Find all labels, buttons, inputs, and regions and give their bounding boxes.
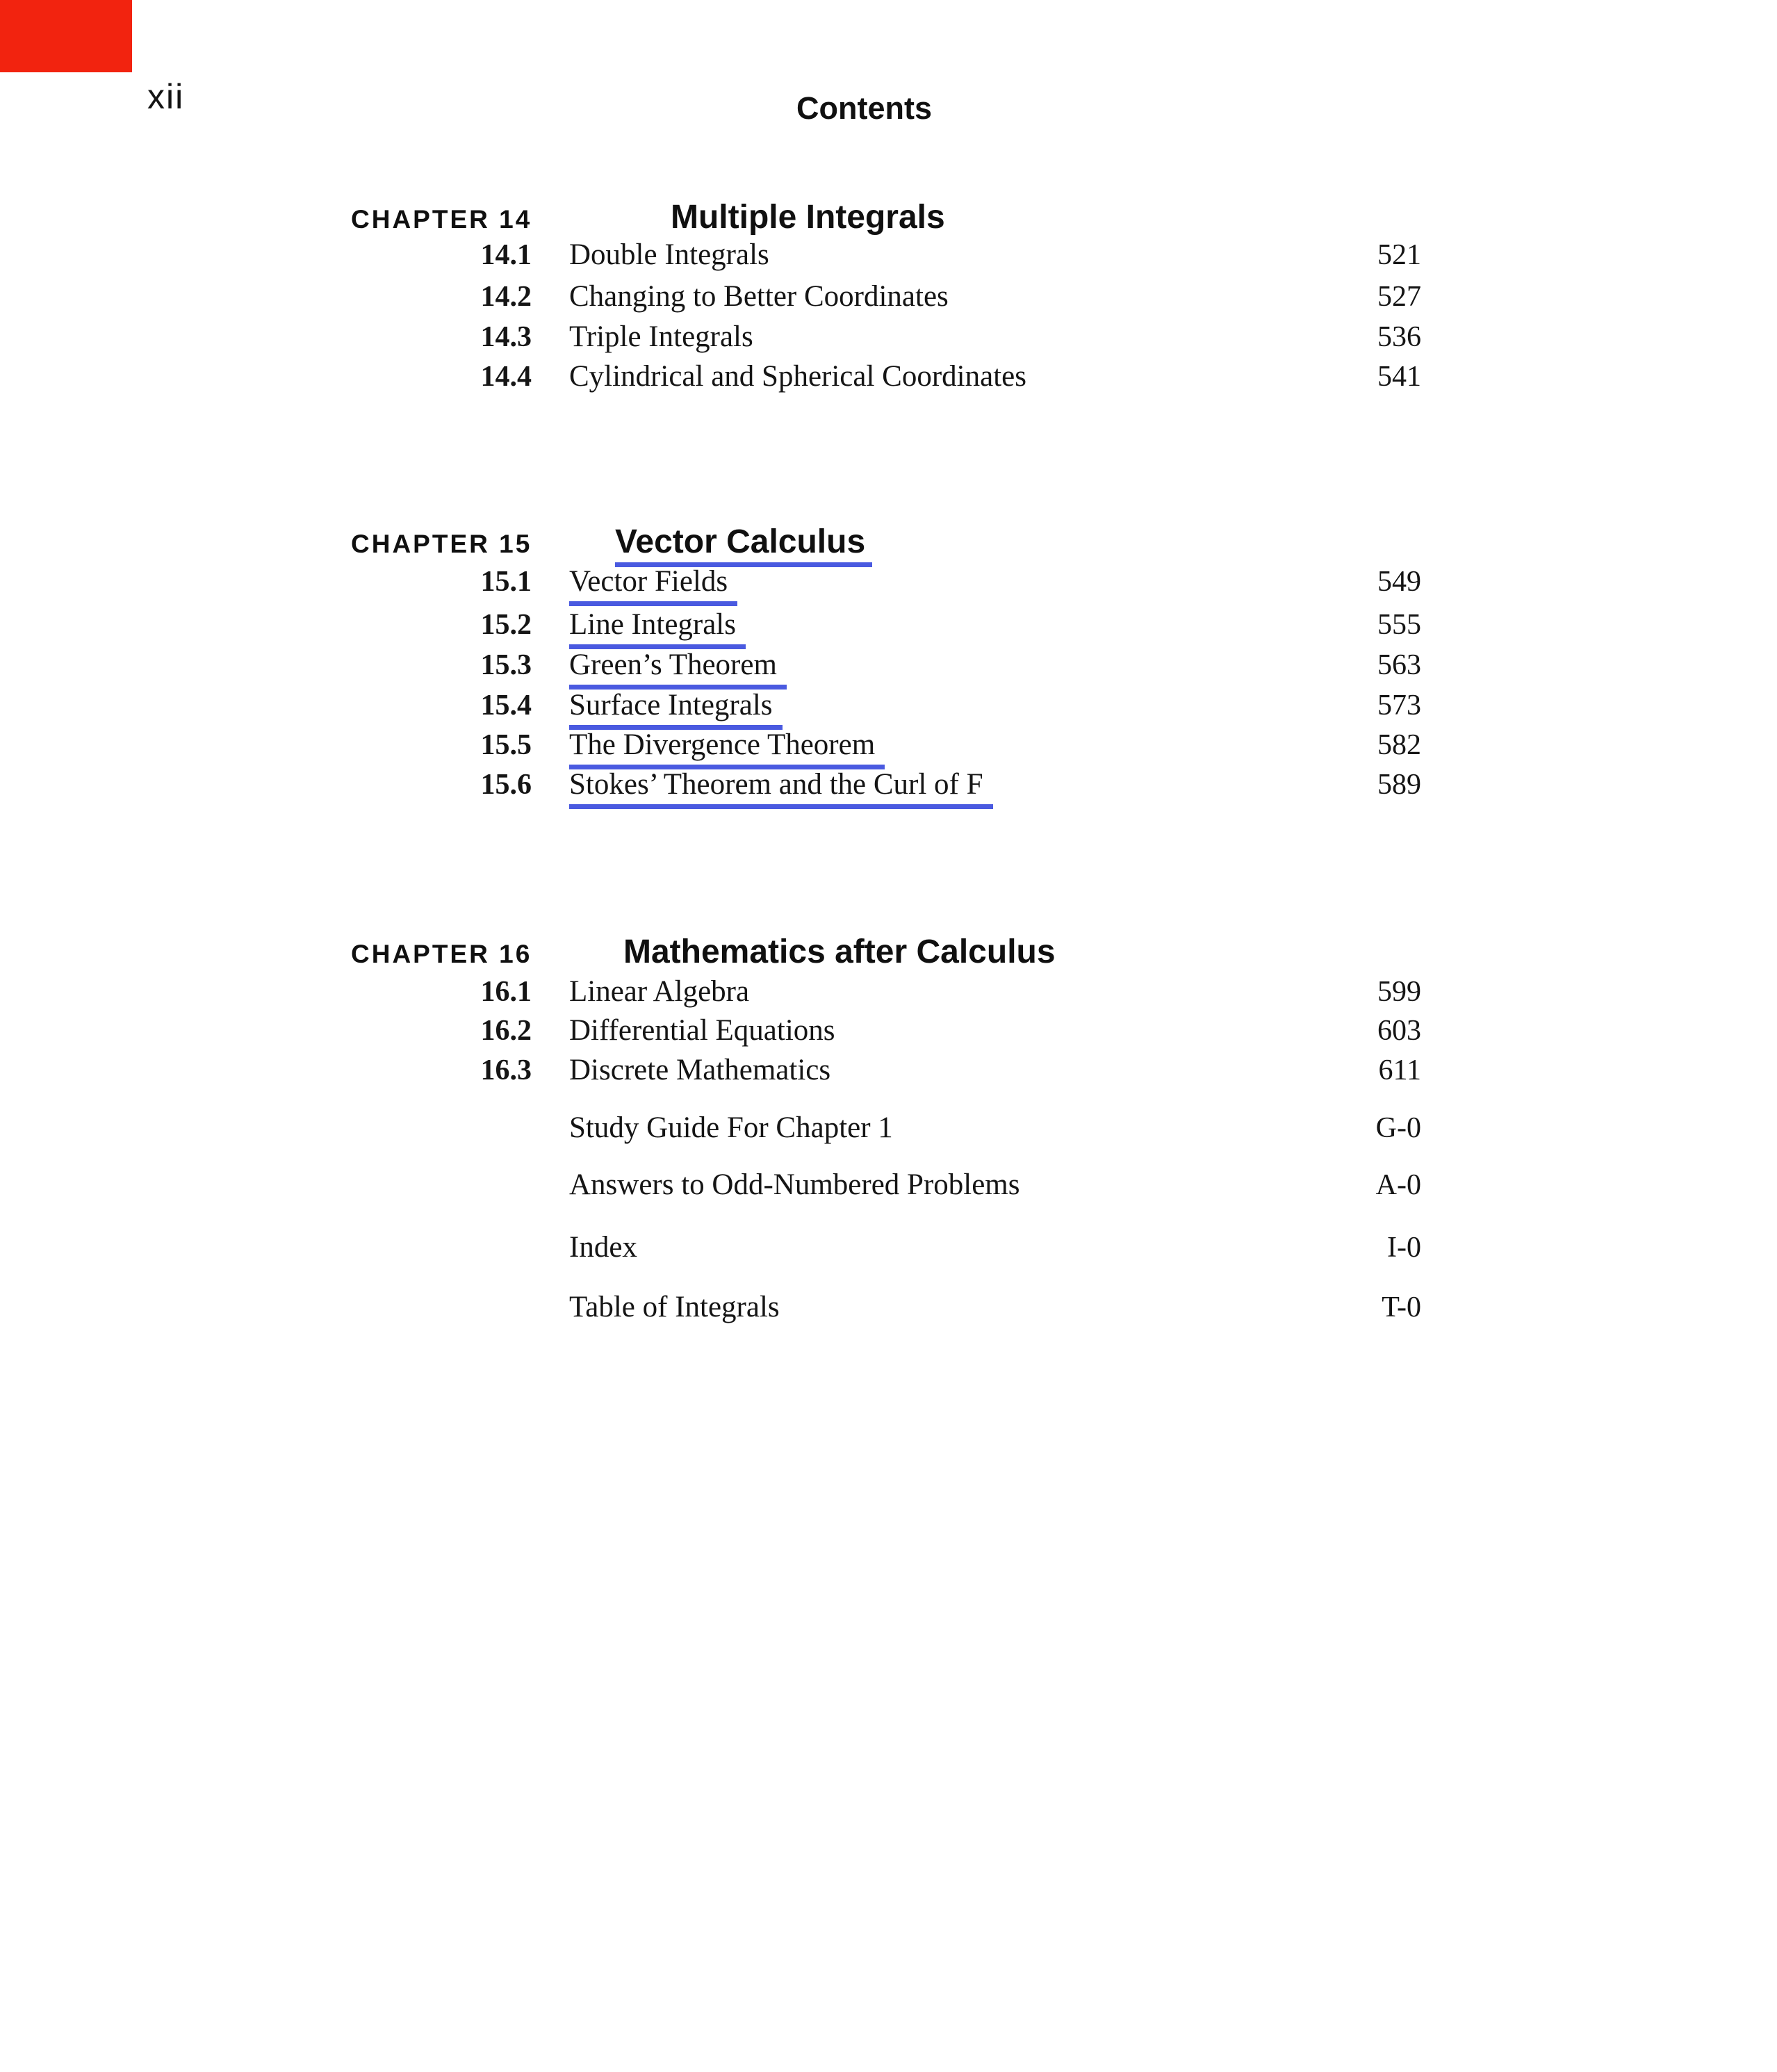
toc-row-15-1: 15.1 Vector Fields 549 [351, 564, 1421, 606]
section-page-number: 589 [1377, 769, 1421, 801]
back-matter-page-number: I-0 [1387, 1232, 1421, 1264]
section-number: 16.2 [480, 1015, 532, 1047]
chapter-16-heading: CHAPTER 16 Mathematics after Calculus [351, 933, 1421, 971]
page-title: Contents [796, 90, 932, 126]
toc-row-index: Index I-0 [351, 1230, 1421, 1264]
section-title: Double Integrals [569, 238, 1377, 272]
toc-row-15-3: 15.3 Green’s Theorem 563 [351, 648, 1421, 690]
section-number: 15.2 [480, 609, 532, 641]
back-matter-title: Index [569, 1230, 1387, 1264]
scan-corner-mark [0, 0, 132, 72]
section-number: 16.1 [480, 976, 532, 1008]
back-matter-title: Study Guide For Chapter 1 [569, 1111, 1376, 1145]
section-number: 15.4 [480, 690, 532, 721]
section-title-text: Triple Integrals [569, 320, 753, 353]
section-page-number: 527 [1377, 281, 1421, 313]
chapter-15-title-link[interactable]: Vector Calculus [615, 523, 873, 567]
back-matter-title-text: Answers to Odd-Numbered Problems [569, 1168, 1020, 1201]
section-title: Line Integrals [569, 607, 1377, 649]
toc-row-15-4: 15.4 Surface Integrals 573 [351, 688, 1421, 730]
section-title-text: Discrete Mathematics [569, 1054, 831, 1086]
back-matter-page-number: G-0 [1375, 1112, 1421, 1144]
section-title-text: Cylindrical and Spherical Coordinates [569, 360, 1026, 393]
chapter-15-title: Vector Calculus [615, 523, 873, 567]
back-matter-title-text: Study Guide For Chapter 1 [569, 1111, 893, 1144]
section-title-link[interactable]: The Divergence Theorem [569, 728, 885, 769]
section-number: 15.1 [480, 566, 532, 598]
back-matter-title: Answers to Odd-Numbered Problems [569, 1168, 1376, 1202]
section-title: Green’s Theorem [569, 648, 1377, 690]
section-page-number: 536 [1377, 321, 1421, 353]
section-page-number: 573 [1377, 690, 1421, 721]
toc-row-study-guide: Study Guide For Chapter 1 G-0 [351, 1111, 1421, 1145]
section-page-number: 582 [1377, 729, 1421, 761]
section-number: 15.6 [480, 769, 532, 801]
chapter-14-label: CHAPTER 14 [351, 205, 532, 234]
section-page-number: 555 [1377, 609, 1421, 641]
section-title-link[interactable]: Stokes’ Theorem and the Curl of F [569, 767, 993, 809]
section-page-number: 521 [1377, 239, 1421, 271]
section-title-text: Linear Algebra [569, 975, 750, 1008]
section-title: The Divergence Theorem [569, 728, 1377, 769]
section-number: 15.3 [480, 649, 532, 681]
section-title-link[interactable]: Surface Integrals [569, 688, 783, 730]
toc-row-14-2: 14.2 Changing to Better Coordinates 527 [351, 279, 1422, 313]
back-matter-title-text: Index [569, 1231, 637, 1264]
toc-row-answers: Answers to Odd-Numbered Problems A-0 [351, 1168, 1421, 1202]
toc-row-14-4: 14.4 Cylindrical and Spherical Coordinat… [351, 359, 1422, 393]
section-page-number: 563 [1377, 649, 1421, 681]
back-matter-page-number: A-0 [1375, 1169, 1421, 1201]
section-number: 15.5 [480, 729, 532, 761]
section-title: Linear Algebra [569, 974, 1377, 1009]
section-title-link[interactable]: Line Integrals [569, 607, 746, 649]
section-title-text: Changing to Better Coordinates [569, 280, 949, 313]
back-matter-title: Table of Integrals [569, 1290, 1382, 1324]
toc-row-16-2: 16.2 Differential Equations 603 [351, 1013, 1422, 1047]
section-number: 14.3 [480, 321, 532, 353]
section-number: 14.1 [480, 239, 532, 271]
page-folio: xii [147, 77, 185, 116]
section-page-number: 549 [1377, 566, 1421, 598]
section-title-text: Differential Equations [569, 1014, 835, 1047]
toc-row-15-5: 15.5 The Divergence Theorem 582 [351, 728, 1421, 769]
toc-row-15-2: 15.2 Line Integrals 555 [351, 607, 1421, 649]
section-page-number: 541 [1377, 361, 1421, 393]
chapter-16-title: Mathematics after Calculus [623, 933, 1056, 970]
chapter-16-label: CHAPTER 16 [351, 940, 532, 968]
chapter-15-heading: CHAPTER 15 Vector Calculus [351, 523, 1421, 567]
toc-row-16-3: 16.3 Discrete Mathematics 611 [351, 1053, 1422, 1087]
back-matter-title-text: Table of Integrals [569, 1291, 780, 1323]
section-title: Changing to Better Coordinates [569, 279, 1377, 313]
section-number: 16.3 [480, 1054, 532, 1086]
section-page-number: 603 [1377, 1015, 1421, 1047]
section-page-number: 611 [1378, 1054, 1421, 1086]
section-number: 14.2 [480, 281, 532, 313]
section-title-link[interactable]: Green’s Theorem [569, 648, 787, 690]
section-number: 14.4 [480, 361, 532, 393]
chapter-14-heading: CHAPTER 14 Multiple Integrals [351, 198, 1421, 236]
section-title: Cylindrical and Spherical Coordinates [569, 359, 1377, 393]
section-title: Surface Integrals [569, 688, 1377, 730]
section-title: Triple Integrals [569, 320, 1377, 354]
section-title: Vector Fields [569, 564, 1377, 606]
chapter-15-label: CHAPTER 15 [351, 530, 532, 558]
chapter-14-title: Multiple Integrals [671, 199, 945, 236]
toc-row-15-6: 15.6 Stokes’ Theorem and the Curl of F 5… [351, 767, 1421, 809]
section-page-number: 599 [1377, 976, 1421, 1008]
toc-row-14-3: 14.3 Triple Integrals 536 [351, 320, 1422, 354]
back-matter-page-number: T-0 [1382, 1291, 1421, 1323]
toc-row-14-1: 14.1 Double Integrals 521 [351, 238, 1422, 272]
toc-row-16-1: 16.1 Linear Algebra 599 [351, 974, 1422, 1009]
section-title-text: Double Integrals [569, 238, 769, 271]
section-title: Discrete Mathematics [569, 1053, 1379, 1087]
toc-row-table-of-integrals: Table of Integrals T-0 [351, 1290, 1421, 1324]
section-title: Differential Equations [569, 1013, 1377, 1047]
section-title: Stokes’ Theorem and the Curl of F [569, 767, 1377, 809]
section-title-link[interactable]: Vector Fields [569, 564, 738, 606]
